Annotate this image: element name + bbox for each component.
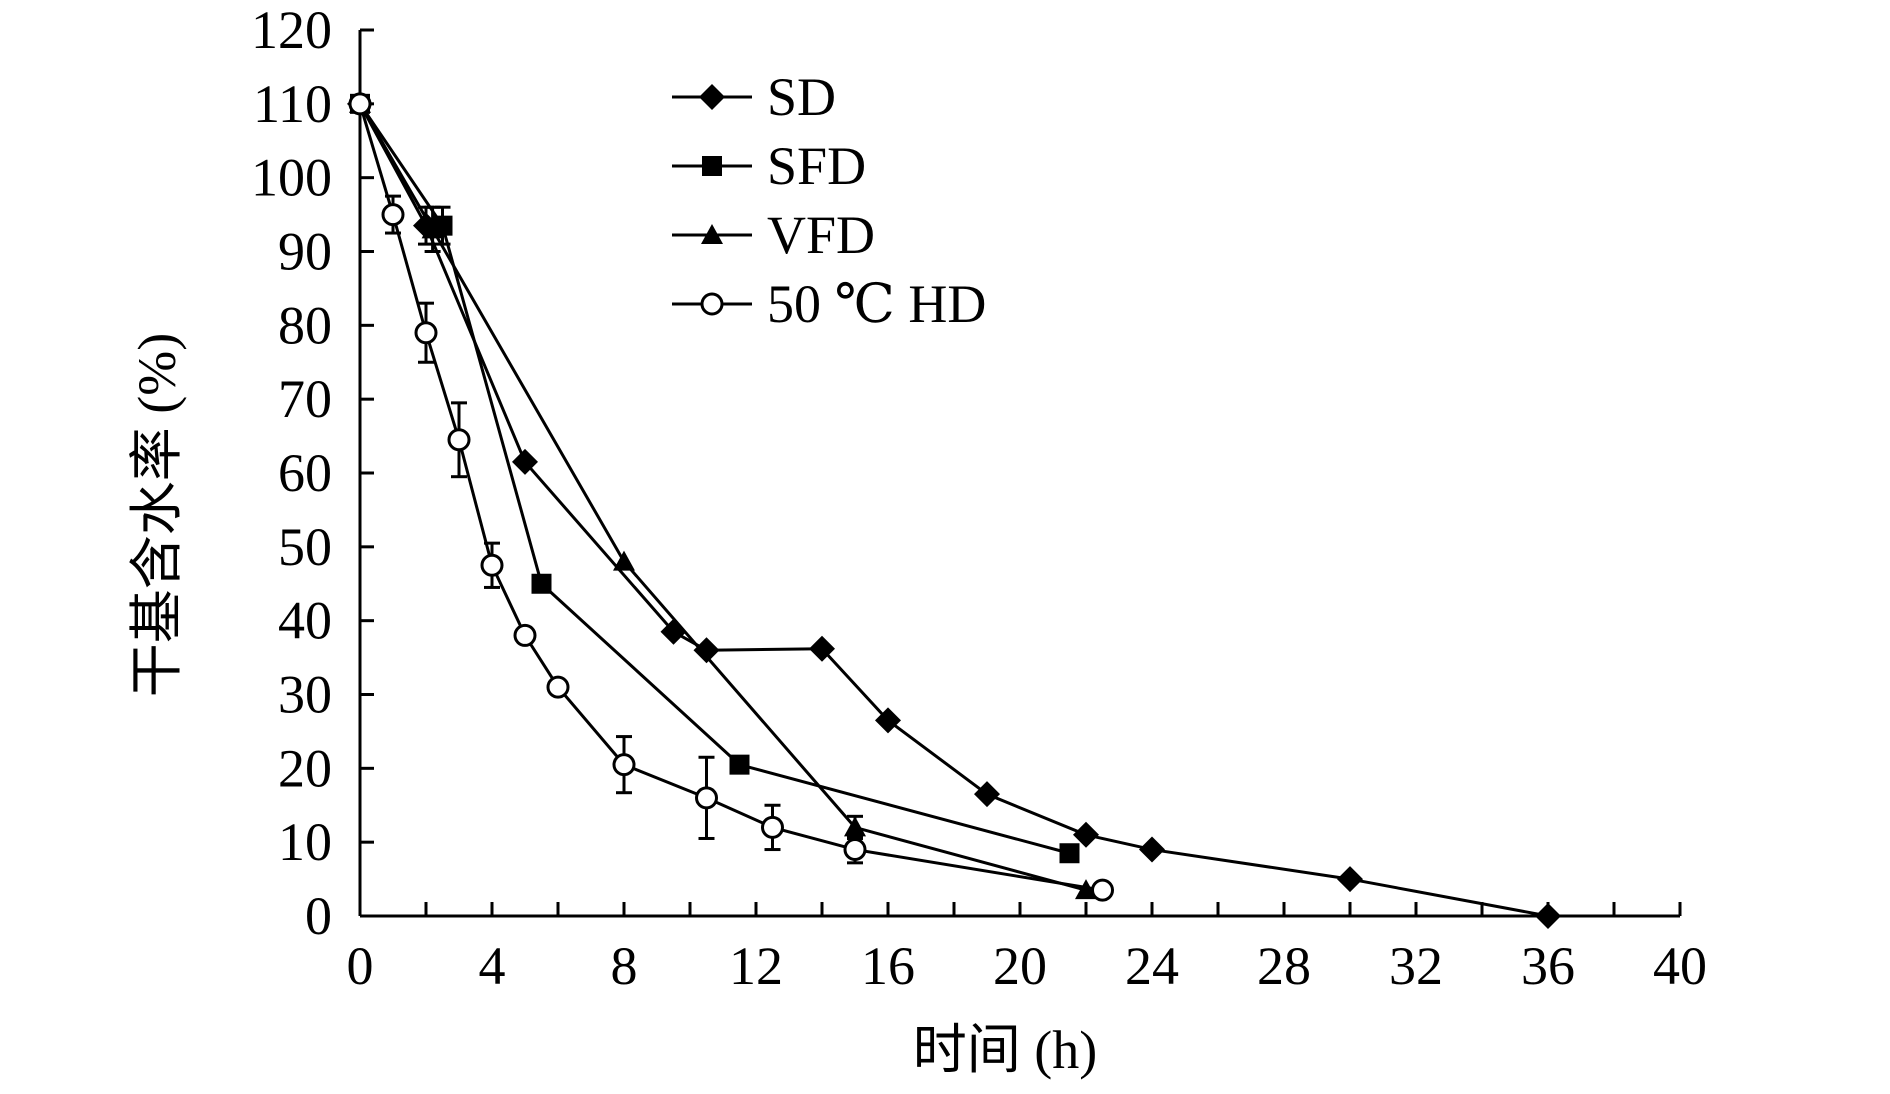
data-point (809, 635, 835, 662)
data-point (1073, 821, 1099, 848)
y-tick-label: 90 (278, 222, 332, 282)
x-tick-label: 20 (993, 936, 1047, 996)
x-tick-label: 36 (1521, 936, 1575, 996)
data-point (843, 838, 867, 862)
y-tick-label: 60 (278, 443, 332, 503)
data-point (513, 623, 537, 647)
legend-marker (701, 224, 723, 244)
data-point (695, 786, 718, 810)
legend-marker (700, 292, 724, 316)
series-line (358, 103, 1549, 918)
data-point (414, 321, 438, 345)
data-point (875, 707, 901, 734)
legend-item: VFD (672, 205, 875, 265)
legend-label: VFD (767, 205, 875, 265)
legend-label: SFD (767, 136, 866, 196)
data-point (1075, 879, 1097, 900)
data-point (1535, 903, 1561, 929)
legend-item: SD (672, 67, 836, 127)
data-point (693, 637, 720, 664)
y-tick-label: 80 (278, 295, 332, 355)
legend-marker (699, 84, 725, 110)
series-line (358, 102, 1070, 855)
y-tick-label: 120 (251, 0, 332, 60)
y-tick-label: 100 (251, 148, 332, 208)
data-point (348, 92, 372, 116)
y-tick-label: 20 (278, 738, 332, 798)
series-0 (347, 90, 1561, 929)
x-tick-label: 28 (1257, 936, 1311, 996)
axes: 0 10 20 30 40 50 60 70 80 90 100 110 120 0 4 8 12 16 20 24 2… (251, 0, 1707, 996)
data-point (546, 675, 570, 699)
data-point (729, 754, 750, 775)
data-point (447, 428, 471, 452)
data-point (1059, 843, 1080, 864)
y-tick-label: 70 (278, 369, 332, 429)
y-axis-title: 干基含水率 (%) (127, 333, 187, 697)
y-tick-label: 30 (278, 665, 332, 725)
legend-marker (702, 156, 722, 176)
data-point (1091, 878, 1114, 902)
y-tick-label: 10 (278, 812, 332, 872)
series-1 (350, 93, 1080, 864)
y-tick-label: 50 (278, 517, 332, 577)
y-tick-label: 0 (305, 886, 332, 946)
data-point (480, 553, 504, 577)
series-line (358, 103, 1103, 892)
data-point (531, 573, 552, 594)
series-3 (348, 92, 1114, 902)
data-point (612, 753, 636, 777)
x-tick-label: 40 (1653, 936, 1707, 996)
data-point (613, 550, 635, 571)
y-tick-label: 110 (253, 74, 332, 134)
x-tick-label: 24 (1125, 936, 1179, 996)
x-tick-label: 32 (1389, 936, 1443, 996)
x-tick-label: 12 (729, 936, 783, 996)
legend-item: 50 ℃ HD (672, 274, 986, 334)
data-point (974, 781, 1000, 808)
data-point (844, 816, 866, 837)
legend-label: 50 ℃ HD (767, 274, 986, 334)
data-point (421, 218, 444, 239)
x-axis-title: 时间 (h) (913, 1020, 1097, 1080)
y-tick-label: 40 (278, 591, 332, 651)
x-tick-label: 4 (479, 936, 506, 996)
data-point (512, 448, 538, 475)
data-point (381, 203, 405, 227)
x-tick-label: 0 (347, 936, 374, 996)
x-tick-label: 8 (611, 936, 638, 996)
legend-item: SFD (672, 136, 866, 196)
legend-label: SD (767, 67, 836, 127)
series-line (358, 103, 1087, 892)
legend: SD SFD VFD 50 ℃ HD (672, 67, 986, 334)
series-2 (349, 92, 1097, 900)
data-point (761, 815, 784, 839)
data-point (1337, 866, 1363, 893)
series-layer (347, 90, 1561, 929)
data-point (1139, 836, 1165, 863)
x-tick-label: 16 (861, 936, 915, 996)
